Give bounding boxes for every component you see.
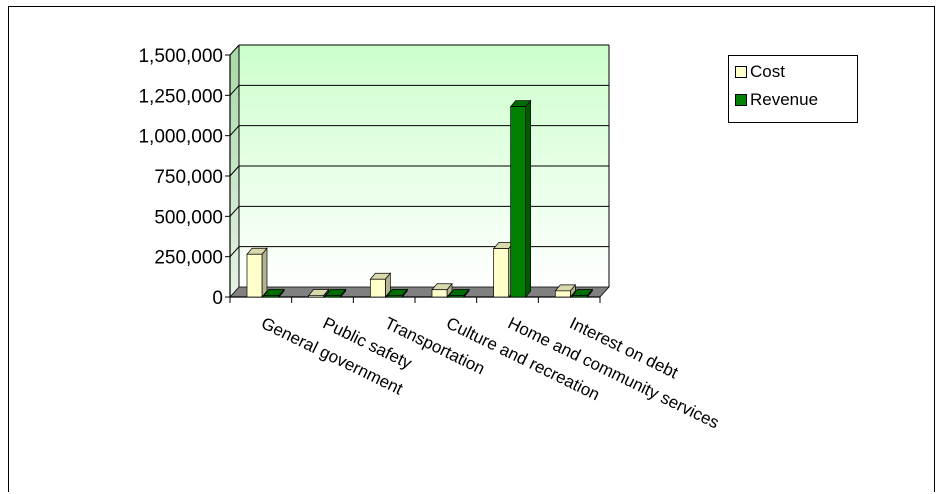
bar-front: [493, 248, 510, 298]
bar-front: [308, 295, 325, 298]
gridline-side: [229, 125, 240, 137]
bar-revenue-2: [386, 288, 409, 298]
bar-cost-5: [554, 283, 577, 298]
y-tick-label: 1,000,000: [138, 127, 223, 148]
bar-front: [246, 253, 263, 298]
bar-front: [431, 289, 448, 298]
bar-side: [261, 247, 268, 298]
bar-cost-2: [369, 272, 392, 298]
bar-cost-0: [246, 247, 268, 298]
bar-front: [263, 295, 280, 298]
y-tick-label: 1,250,000: [138, 86, 223, 107]
bar-front: [510, 106, 527, 298]
y-tick-label: 1,500,000: [138, 46, 223, 67]
y-tick-label: 750,000: [154, 167, 223, 188]
legend-swatch-revenue: [735, 94, 747, 106]
plot-area: [229, 44, 610, 303]
y-tick-label: 250,000: [154, 248, 223, 269]
gridline-side: [229, 246, 240, 258]
bar-front: [571, 295, 588, 298]
legend-label-cost: Cost: [750, 62, 785, 81]
legend-label-revenue: Revenue: [750, 90, 819, 109]
bar-revenue-1: [324, 288, 347, 298]
bar-cost-1: [307, 288, 330, 298]
y-tick-label: 0: [212, 288, 223, 309]
bar-revenue-4: [509, 99, 532, 298]
legend-swatch-cost: [735, 66, 747, 78]
legend-item-revenue: Revenue: [735, 89, 818, 111]
legend-item-cost: Cost: [735, 61, 785, 83]
bar-revenue-0: [263, 288, 285, 298]
gridline-side: [229, 84, 240, 96]
bar-revenue-5: [571, 288, 594, 298]
bar-side: [525, 99, 532, 298]
legend: Cost Revenue: [728, 55, 858, 123]
y-axis-ticks: 0 250,000 500,000 750,000 1,000,000 1,250,000…: [138, 46, 230, 309]
bar-front: [448, 295, 465, 298]
y-tick-label: 500,000: [154, 207, 223, 228]
floor: [229, 286, 610, 298]
gridline-side: [229, 44, 240, 56]
gridline-side: [229, 205, 240, 217]
bar-front: [369, 278, 386, 298]
bar-front: [554, 290, 571, 298]
bar-cost-3: [431, 282, 453, 298]
bar-front: [386, 295, 403, 298]
bar-front: [325, 295, 342, 298]
bar-revenue-3: [448, 288, 470, 298]
gridline-side: [229, 165, 240, 177]
bars: [246, 99, 594, 298]
